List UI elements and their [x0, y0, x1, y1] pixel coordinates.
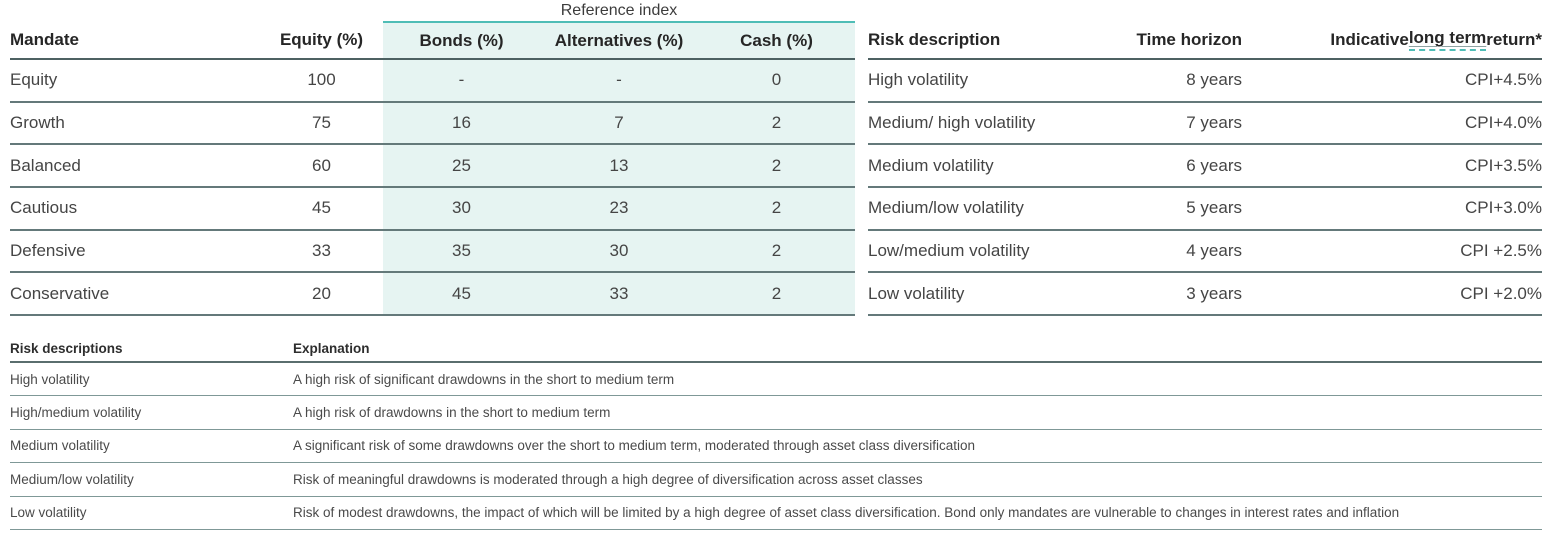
- risk-name-cell: High/medium volatility: [10, 396, 293, 430]
- bonds-cell: 30: [383, 187, 540, 231]
- col-header-bonds: Bonds (%): [383, 21, 540, 60]
- risk-description-cell: Low/medium volatility: [868, 231, 1126, 274]
- bonds-cell: 45: [383, 273, 540, 316]
- risk-description-cell: Medium/low volatility: [868, 188, 1126, 231]
- alternatives-cell: 30: [540, 230, 698, 274]
- column-gap: [855, 273, 868, 316]
- risk-name-cell: High volatility: [10, 363, 293, 397]
- time-horizon-cell: 3 years: [1126, 273, 1242, 316]
- risk-row-medium: Medium volatility A significant risk of …: [10, 430, 1542, 464]
- risk-explanation-cell: Risk of modest drawdowns, the impact of …: [293, 497, 1542, 530]
- mandate-cell: Conservative: [10, 273, 260, 316]
- alternatives-cell: 23: [540, 187, 698, 231]
- risk-row-high-medium: High/medium volatility A high risk of dr…: [10, 396, 1542, 430]
- indicative-return-cell: CPI+4.5%: [1242, 60, 1542, 103]
- col-header-risk-description: Risk description: [868, 21, 1126, 60]
- reference-index-group-row: Reference index: [10, 0, 1542, 21]
- risk-explanation-cell: A high risk of drawdowns in the short to…: [293, 396, 1542, 430]
- col-header-indicative-return: Indicative long term return*: [1242, 21, 1542, 60]
- indicative-return-cell: CPI+4.0%: [1242, 103, 1542, 146]
- col-header-risk-descriptions: Risk descriptions: [10, 337, 293, 363]
- cash-cell: 2: [698, 145, 855, 188]
- equity-cell: 100: [260, 60, 383, 103]
- col-header-time-horizon: Time horizon: [1126, 21, 1242, 60]
- time-horizon-cell: 4 years: [1126, 231, 1242, 274]
- cash-cell: 2: [698, 230, 855, 274]
- risk-description-cell: High volatility: [868, 60, 1126, 103]
- equity-cell: 45: [260, 188, 383, 231]
- column-gap: [855, 60, 868, 103]
- indicative-prefix: Indicative: [1330, 29, 1409, 49]
- risk-description-cell: Low volatility: [868, 273, 1126, 316]
- cash-cell: 2: [698, 273, 855, 316]
- alternatives-cell: 33: [540, 273, 698, 316]
- bonds-cell: 25: [383, 145, 540, 188]
- column-gap: [855, 230, 868, 274]
- alternatives-cell: 7: [540, 102, 698, 146]
- allocation-row-defensive: Defensive 33 35 30 2 Low/medium volatili…: [10, 230, 1542, 274]
- allocation-row-balanced: Balanced 60 25 13 2 Medium volatility 6 …: [10, 145, 1542, 188]
- risk-row-medium-low: Medium/low volatility Risk of meaningful…: [10, 463, 1542, 497]
- time-horizon-cell: 7 years: [1126, 103, 1242, 146]
- bonds-cell: 16: [383, 102, 540, 146]
- risk-name-cell: Medium/low volatility: [10, 463, 293, 497]
- mandate-cell: Growth: [10, 103, 260, 146]
- risk-explanation-table: Risk descriptions Explanation High volat…: [10, 337, 1542, 530]
- equity-cell: 75: [260, 103, 383, 146]
- time-horizon-cell: 8 years: [1126, 60, 1242, 103]
- bonds-cell: 35: [383, 230, 540, 274]
- risk-table-header: Risk descriptions Explanation: [10, 337, 1542, 363]
- long-term-glossary-link[interactable]: long term: [1408, 28, 1487, 51]
- risk-explanation-cell: A significant risk of some drawdowns ove…: [293, 430, 1542, 464]
- risk-explanation-cell: A high risk of significant drawdowns in …: [293, 363, 1542, 397]
- equity-cell: 60: [260, 145, 383, 188]
- col-header-cash: Cash (%): [698, 21, 855, 60]
- indicative-return-cell: CPI +2.5%: [1242, 231, 1542, 274]
- equity-cell: 20: [260, 273, 383, 316]
- mandate-cell: Defensive: [10, 231, 260, 274]
- allocation-row-growth: Growth 75 16 7 2 Medium/ high volatility…: [10, 102, 1542, 146]
- risk-name-cell: Low volatility: [10, 497, 293, 530]
- risk-explanation-cell: Risk of meaningful drawdowns is moderate…: [293, 463, 1542, 497]
- alternatives-cell: 13: [540, 145, 698, 188]
- column-gap: [855, 21, 868, 60]
- indicative-return-cell: CPI+3.0%: [1242, 188, 1542, 231]
- risk-description-cell: Medium/ high volatility: [868, 103, 1126, 146]
- mandate-cell: Cautious: [10, 188, 260, 231]
- col-header-equity: Equity (%): [260, 21, 383, 60]
- time-horizon-cell: 6 years: [1126, 145, 1242, 188]
- cash-cell: 2: [698, 187, 855, 231]
- allocation-row-cautious: Cautious 45 30 23 2 Medium/low volatilit…: [10, 187, 1542, 231]
- allocation-table-header: Mandate Equity (%) Bonds (%) Alternative…: [10, 21, 1542, 60]
- col-header-alternatives: Alternatives (%): [540, 21, 698, 60]
- alternatives-cell: -: [540, 60, 698, 103]
- indicative-return-cell: CPI +2.0%: [1242, 273, 1542, 316]
- mandate-cell: Balanced: [10, 145, 260, 188]
- col-header-mandate: Mandate: [10, 21, 260, 60]
- indicative-return-cell: CPI+3.5%: [1242, 145, 1542, 188]
- time-horizon-cell: 5 years: [1126, 188, 1242, 231]
- mandate-cell: Equity: [10, 60, 260, 103]
- allocation-table: Reference index Mandate Equity (%) Bonds…: [10, 0, 1542, 316]
- risk-name-cell: Medium volatility: [10, 430, 293, 464]
- risk-row-high: High volatility A high risk of significa…: [10, 363, 1542, 397]
- indicative-suffix: return*: [1486, 29, 1542, 49]
- equity-cell: 33: [260, 231, 383, 274]
- reference-index-group-header: Reference index: [560, 2, 678, 19]
- risk-row-low: Low volatility Risk of modest drawdowns,…: [10, 497, 1542, 530]
- allocation-row-conservative: Conservative 20 45 33 2 Low volatility 3…: [10, 273, 1542, 316]
- risk-description-cell: Medium volatility: [868, 145, 1126, 188]
- cash-cell: 2: [698, 102, 855, 146]
- allocation-row-equity: Equity 100 - - 0 High volatility 8 years…: [10, 60, 1542, 103]
- column-gap: [855, 187, 868, 231]
- col-header-explanation: Explanation: [293, 337, 1542, 363]
- bonds-cell: -: [383, 60, 540, 103]
- column-gap: [855, 145, 868, 188]
- column-gap: [855, 102, 868, 146]
- cash-cell: 0: [698, 60, 855, 103]
